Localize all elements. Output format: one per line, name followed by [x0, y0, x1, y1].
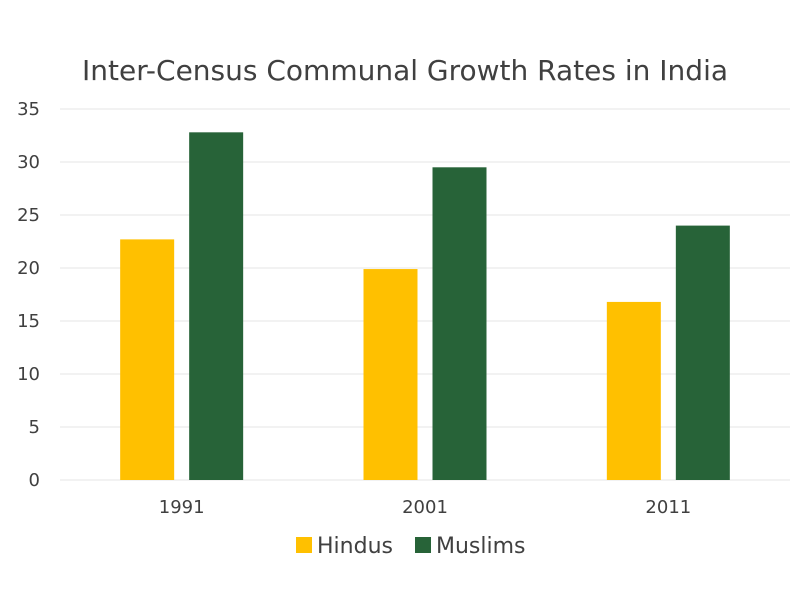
bars	[120, 132, 730, 481]
legend: Hindus Muslims	[296, 534, 526, 559]
y-axis-ticks: 0 5 10 15 20 25 30 35	[17, 99, 40, 491]
bar-hindus-2011	[606, 301, 661, 480]
bar-muslims-2001	[432, 167, 487, 481]
y-tick-label: 30	[17, 152, 40, 173]
y-tick-label: 20	[17, 258, 40, 279]
chart-title: Inter-Census Communal Growth Rates in In…	[82, 54, 728, 87]
bar-muslims-2011	[675, 225, 730, 480]
y-tick-label: 0	[29, 470, 40, 491]
legend-label-muslims: Muslims	[436, 534, 526, 559]
y-tick-label: 35	[17, 99, 40, 120]
x-tick-label: 2011	[645, 497, 691, 518]
gridlines	[60, 108, 790, 481]
legend-swatch-muslims	[415, 537, 431, 553]
y-tick-label: 5	[29, 417, 40, 438]
bar-hindus-2001	[363, 269, 418, 480]
y-tick-label: 10	[17, 364, 40, 385]
x-axis-ticks: 1991 2001 2011	[159, 497, 691, 518]
x-tick-label: 2001	[402, 497, 448, 518]
bar-hindus-1991	[120, 239, 175, 480]
legend-swatch-hindus	[296, 537, 312, 553]
legend-label-hindus: Hindus	[317, 534, 393, 559]
y-tick-label: 15	[17, 311, 40, 332]
x-tick-label: 1991	[159, 497, 205, 518]
bar-muslims-1991	[189, 132, 244, 480]
y-tick-label: 25	[17, 205, 40, 226]
